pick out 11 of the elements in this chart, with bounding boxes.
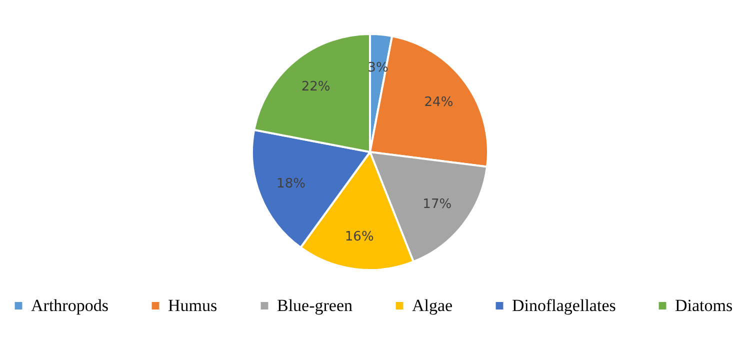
data-label: 24%: [424, 95, 454, 110]
data-label: 18%: [276, 176, 306, 192]
data-label: 17%: [422, 197, 452, 212]
legend-label: Dinoflagellates: [512, 296, 616, 315]
legend-label: Blue-green: [277, 296, 354, 315]
legend-label: Humus: [168, 296, 218, 315]
data-label: 22%: [301, 80, 330, 95]
legend-label: Diatoms: [675, 296, 733, 315]
legend-label: Algae: [412, 296, 453, 315]
data-label: 16%: [344, 229, 374, 244]
legend-label: Arthropods: [31, 296, 108, 315]
